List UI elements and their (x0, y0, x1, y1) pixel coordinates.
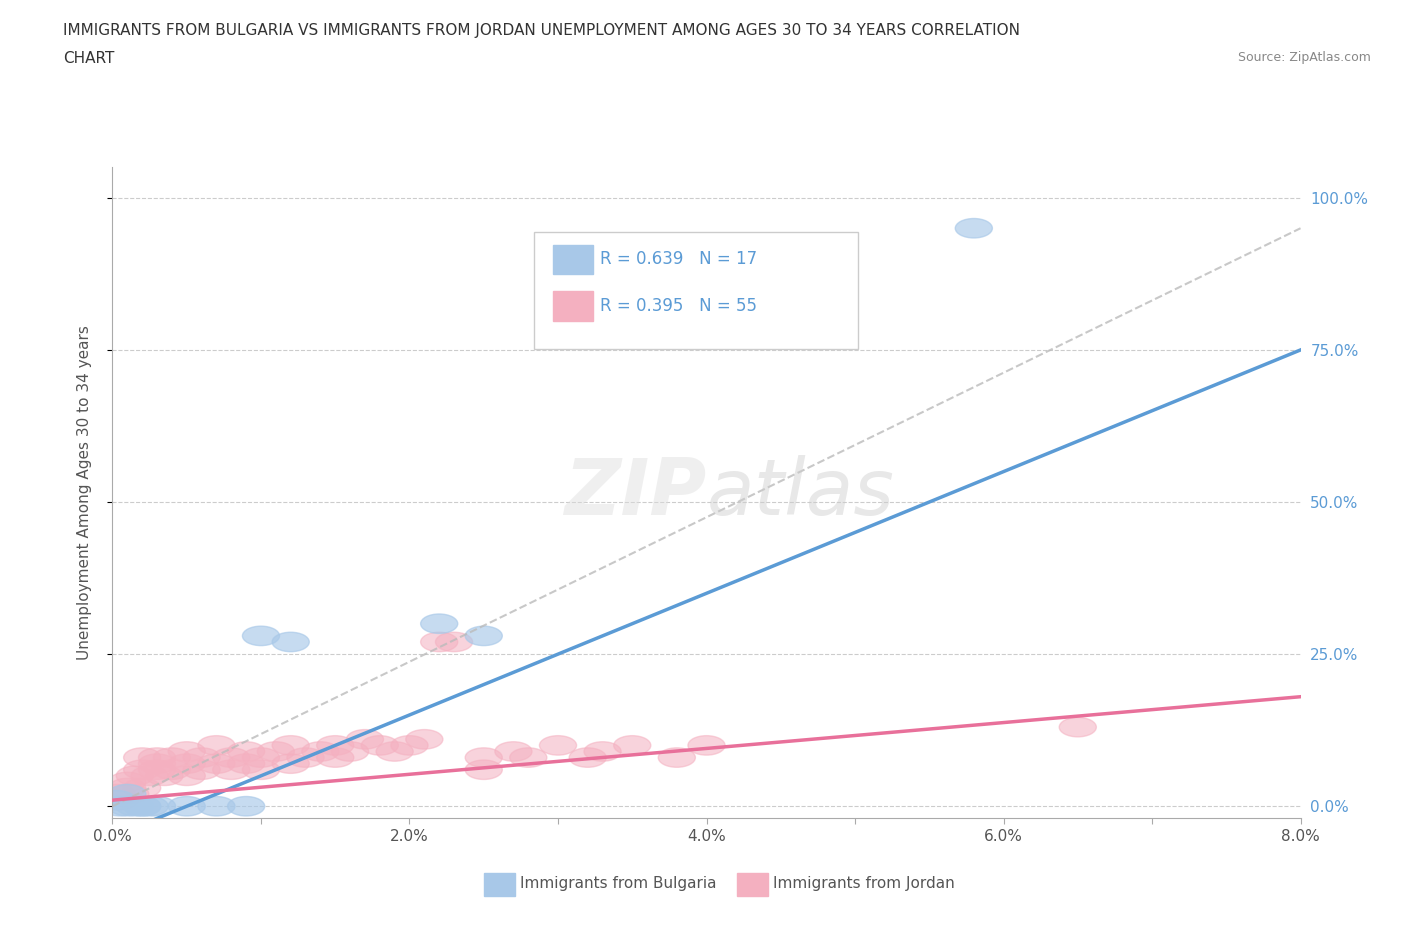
Ellipse shape (117, 766, 153, 786)
Ellipse shape (465, 748, 502, 767)
Ellipse shape (242, 626, 280, 645)
Text: Immigrants from Bulgaria: Immigrants from Bulgaria (520, 876, 717, 891)
Ellipse shape (124, 796, 160, 816)
Ellipse shape (101, 790, 138, 810)
Ellipse shape (131, 796, 169, 816)
Ellipse shape (1059, 717, 1097, 737)
Ellipse shape (111, 784, 149, 804)
Ellipse shape (257, 742, 294, 762)
Ellipse shape (273, 736, 309, 755)
Ellipse shape (420, 632, 458, 652)
Ellipse shape (613, 736, 651, 755)
Ellipse shape (316, 748, 354, 767)
Ellipse shape (955, 219, 993, 238)
Ellipse shape (569, 748, 606, 767)
Ellipse shape (146, 766, 183, 786)
Ellipse shape (138, 796, 176, 816)
Ellipse shape (658, 748, 696, 767)
Ellipse shape (273, 754, 309, 774)
Ellipse shape (420, 614, 458, 633)
Ellipse shape (361, 736, 398, 755)
Ellipse shape (169, 766, 205, 786)
Ellipse shape (242, 760, 280, 779)
Ellipse shape (346, 729, 384, 749)
Ellipse shape (228, 754, 264, 774)
Ellipse shape (124, 748, 160, 767)
Ellipse shape (540, 736, 576, 755)
Ellipse shape (302, 742, 339, 762)
Text: ZIP: ZIP (564, 455, 707, 531)
Ellipse shape (108, 772, 146, 791)
Ellipse shape (153, 760, 190, 779)
Text: IMMIGRANTS FROM BULGARIA VS IMMIGRANTS FROM JORDAN UNEMPLOYMENT AMONG AGES 30 TO: IMMIGRANTS FROM BULGARIA VS IMMIGRANTS F… (63, 23, 1021, 38)
Text: atlas: atlas (707, 455, 894, 531)
Text: CHART: CHART (63, 51, 115, 66)
Ellipse shape (316, 736, 354, 755)
Ellipse shape (465, 626, 502, 645)
Ellipse shape (228, 796, 264, 816)
Ellipse shape (688, 736, 725, 755)
Ellipse shape (124, 796, 160, 816)
Ellipse shape (169, 742, 205, 762)
Ellipse shape (273, 632, 309, 652)
Ellipse shape (198, 736, 235, 755)
Text: R = 0.395   N = 55: R = 0.395 N = 55 (600, 297, 758, 315)
Ellipse shape (406, 729, 443, 749)
Ellipse shape (183, 760, 221, 779)
Text: R = 0.639   N = 17: R = 0.639 N = 17 (600, 250, 758, 269)
Ellipse shape (375, 742, 413, 762)
Ellipse shape (169, 754, 205, 774)
Ellipse shape (117, 796, 153, 816)
Ellipse shape (138, 754, 176, 774)
Ellipse shape (138, 748, 176, 767)
Ellipse shape (108, 784, 146, 804)
Ellipse shape (332, 742, 368, 762)
Ellipse shape (198, 796, 235, 816)
Ellipse shape (391, 736, 427, 755)
Ellipse shape (510, 748, 547, 767)
Ellipse shape (124, 778, 160, 798)
Ellipse shape (183, 748, 221, 767)
Ellipse shape (153, 748, 190, 767)
Ellipse shape (495, 742, 531, 762)
Ellipse shape (198, 754, 235, 774)
Ellipse shape (169, 796, 205, 816)
Ellipse shape (212, 760, 250, 779)
Ellipse shape (138, 760, 176, 779)
Ellipse shape (124, 760, 160, 779)
Ellipse shape (98, 784, 135, 804)
Ellipse shape (212, 748, 250, 767)
Ellipse shape (436, 632, 472, 652)
Ellipse shape (131, 766, 169, 786)
Y-axis label: Unemployment Among Ages 30 to 34 years: Unemployment Among Ages 30 to 34 years (77, 326, 91, 660)
Ellipse shape (101, 796, 138, 816)
Ellipse shape (228, 742, 264, 762)
Ellipse shape (465, 760, 502, 779)
Text: Source: ZipAtlas.com: Source: ZipAtlas.com (1237, 51, 1371, 64)
Ellipse shape (108, 796, 146, 816)
Ellipse shape (98, 790, 135, 810)
Ellipse shape (287, 748, 325, 767)
Ellipse shape (242, 748, 280, 767)
Ellipse shape (583, 742, 621, 762)
Text: Immigrants from Jordan: Immigrants from Jordan (773, 876, 955, 891)
Ellipse shape (108, 778, 146, 798)
